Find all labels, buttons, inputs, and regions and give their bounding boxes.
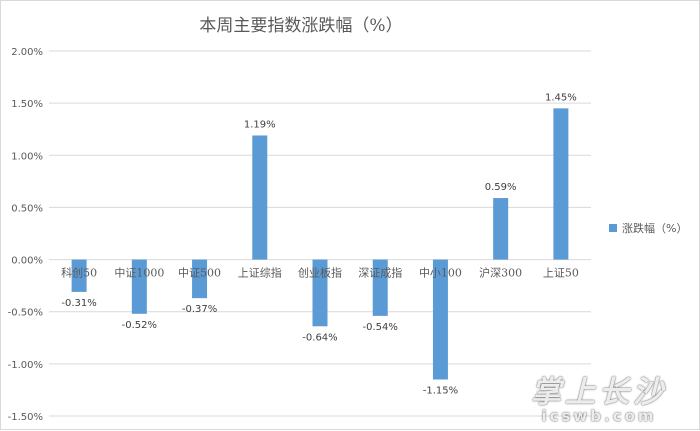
x-tick-label: 中小100 [419,267,462,280]
watermark: 掌上长沙 icswb.com [509,367,689,425]
y-tick-label: 0.50% [11,203,43,214]
bar [493,198,509,260]
legend: 涨跌幅（%） [609,220,687,236]
bar [553,108,569,260]
y-tick-label: -1.00% [8,360,43,371]
bar [252,135,268,260]
x-tick-label: 深证成指 [358,266,402,280]
data-label: -0.52% [122,320,157,331]
x-tick-label: 科创50 [61,266,97,280]
data-label: -0.31% [61,298,96,309]
y-tick-label: -1.50% [8,412,43,423]
bar [131,259,147,314]
bar [71,259,87,292]
y-tick-label: 0.00% [11,256,43,267]
data-label: 1.19% [244,119,276,130]
x-tick-label: 中证500 [178,267,221,280]
bar [312,259,328,327]
data-label: -0.37% [182,304,217,315]
x-tick-label: 沪深300 [479,266,522,280]
x-tick-label: 上证综指 [238,266,282,280]
bar [192,259,208,299]
data-label: 0.59% [485,182,517,193]
data-label: -1.15% [423,386,458,397]
watermark-url: icswb.com [541,407,657,425]
data-label: -0.64% [302,332,337,343]
y-tick-label: 1.50% [11,99,43,110]
x-tick-label: 中证1000 [114,267,164,280]
y-tick-label: 2.00% [11,47,43,58]
bar [372,259,388,316]
legend-label: 涨跌幅（%） [622,222,688,235]
y-tick-label: 1.00% [11,151,43,162]
watermark-logo-text: 掌上长沙 [531,375,667,410]
chart-title: 本周主要指数涨跌幅（%） [199,16,403,36]
bar [432,259,448,380]
x-tick-label: 上证50 [543,267,579,280]
x-tick-label: 创业板指 [298,266,342,280]
data-label: 1.45% [545,92,577,103]
legend-swatch [609,224,617,232]
data-label: -0.54% [363,322,398,333]
y-tick-label: -0.50% [8,308,43,319]
